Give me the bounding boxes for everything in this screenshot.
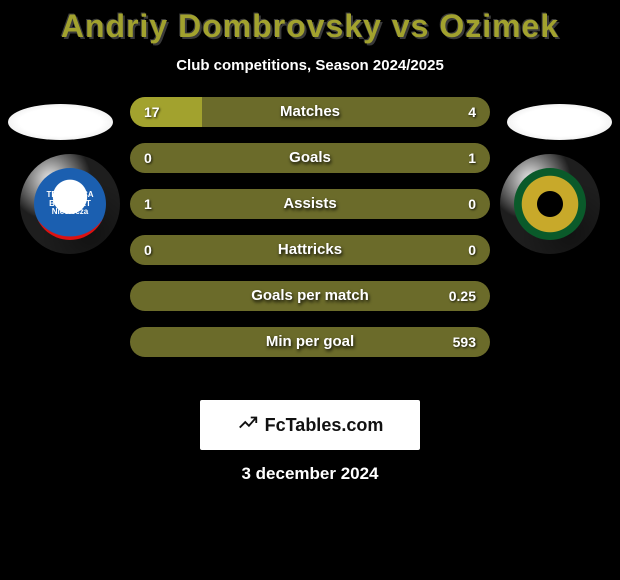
stat-row: 10Assists: [130, 189, 490, 219]
club-crest-left: TERMALICA BRUK-BET Nieciecza: [34, 168, 106, 240]
stat-row: 01Goals: [130, 143, 490, 173]
pad-left: [8, 104, 113, 140]
stat-bars: 174Matches 01Goals 10Assists 00Hattricks 0.2…: [130, 97, 490, 373]
comparison-stage: TERMALICA BRUK-BET Nieciecza 174Matches 0…: [0, 94, 620, 394]
player-badge-right: [500, 154, 600, 254]
stat-row: 0.25Goals per match: [130, 281, 490, 311]
chart-icon: [237, 412, 259, 439]
subtitle: Club competitions, Season 2024/2025: [0, 57, 620, 74]
player-badge-left: TERMALICA BRUK-BET Nieciecza: [20, 154, 120, 254]
stat-fill-left: [130, 97, 202, 127]
brand-box[interactable]: FcTables.com: [200, 400, 420, 450]
stat-track: [130, 327, 490, 357]
stat-track: [130, 143, 490, 173]
stat-track: [130, 281, 490, 311]
stat-track: [130, 97, 490, 127]
stat-row: 593Min per goal: [130, 327, 490, 357]
snapshot-date: 3 december 2024: [0, 464, 620, 484]
page-title: Andriy Dombrovsky vs Ozimek: [0, 0, 620, 45]
stat-track: [130, 189, 490, 219]
stat-track: [130, 235, 490, 265]
club-crest-right: [514, 168, 586, 240]
stat-row: 174Matches: [130, 97, 490, 127]
pad-right: [507, 104, 612, 140]
stat-row: 00Hattricks: [130, 235, 490, 265]
brand-text: FcTables.com: [265, 415, 384, 436]
